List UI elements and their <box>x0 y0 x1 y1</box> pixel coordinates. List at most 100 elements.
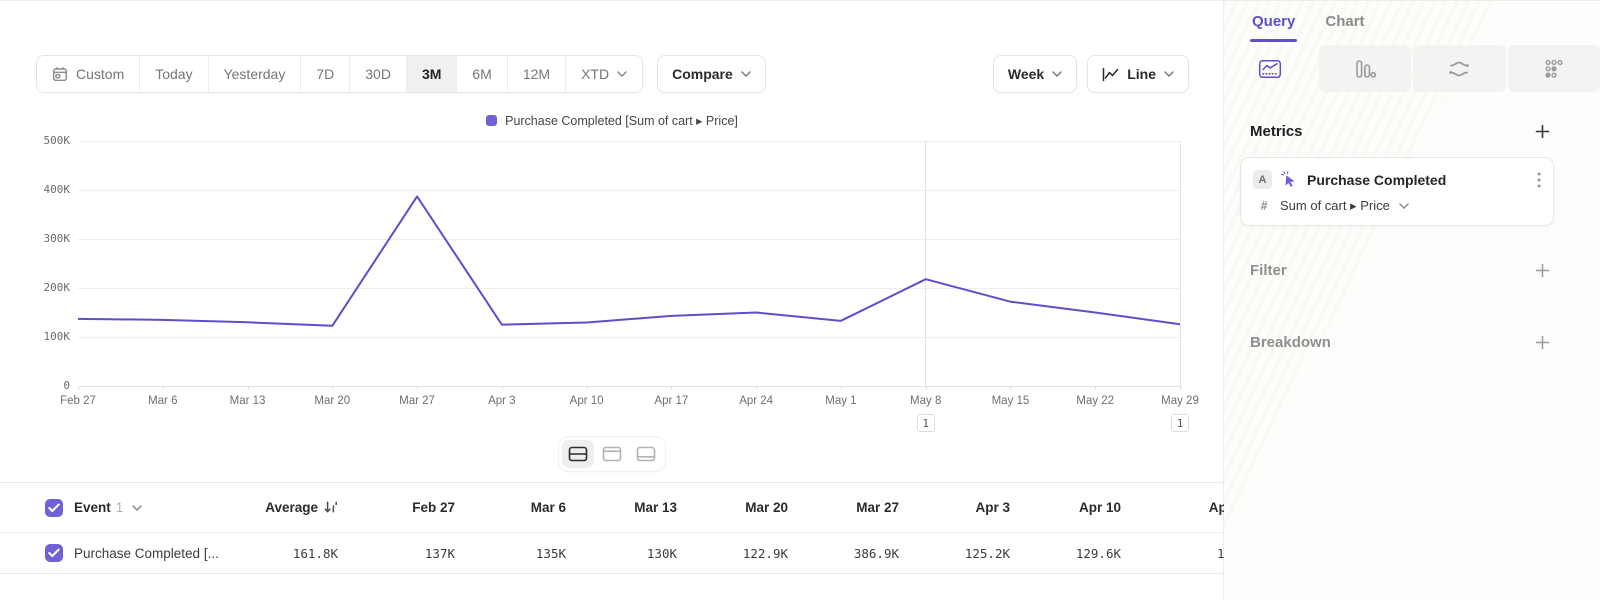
axis-tick <box>501 386 503 390</box>
gridline <box>78 287 1180 289</box>
line-chart[interactable]: 0 100K 200K 300K 400K 500K Feb 27 Mar 6 Mar 13 Ma… <box>28 134 1199 441</box>
toggle-split-view[interactable] <box>562 440 594 468</box>
table-cell: 130K <box>646 545 677 561</box>
range-today[interactable]: Today <box>140 56 209 92</box>
chart-type-line-button[interactable] <box>1224 45 1317 92</box>
toggle-chart-only[interactable] <box>596 440 628 468</box>
filter-title: Filter <box>1250 262 1287 279</box>
number-property-icon: # <box>1260 199 1268 213</box>
range-7d[interactable]: 7D <box>301 56 351 92</box>
gridline <box>78 336 1180 338</box>
table-cell: 386.9K <box>853 545 899 561</box>
select-all-checkbox[interactable] <box>45 498 63 517</box>
axis-tick <box>247 386 249 390</box>
x-axis-label: Feb 27 <box>60 395 96 407</box>
sort-icon[interactable] <box>324 501 338 514</box>
y-axis-label: 100K <box>43 330 71 343</box>
table-header-row: Event 1 Average Feb 27 Mar 6 Mar 13 Mar 20 M… <box>0 483 1224 533</box>
x-axis-label: May 1 <box>825 395 857 407</box>
query-panel: Query Chart Metrics <box>1224 1 1600 600</box>
row-name[interactable]: Purchase Completed [... <box>74 545 219 561</box>
chart-only-icon <box>602 446 622 462</box>
add-metric-button[interactable] <box>1533 122 1552 141</box>
event-cursor-icon <box>1281 171 1295 187</box>
kebab-menu-icon[interactable] <box>1537 172 1541 188</box>
axis-tick <box>756 386 758 390</box>
granularity-button[interactable]: Week <box>992 55 1078 93</box>
table-cell: 125.2K <box>964 545 1010 561</box>
gridline <box>78 140 1180 142</box>
range-6m[interactable]: 6M <box>457 56 508 92</box>
tab-query[interactable]: Query <box>1250 11 1298 42</box>
series-line <box>77 195 1181 327</box>
column-header[interactable]: Feb 27 <box>412 500 455 515</box>
annotation-badge[interactable]: 1 <box>1171 414 1189 432</box>
axis-tick <box>586 386 588 390</box>
column-header[interactable]: Apr 3 <box>975 500 1010 515</box>
toolbar: Custom Today Yesterday 7D 30D 3M 6M 12M … <box>36 55 1189 93</box>
x-axis-label: Apr 10 <box>569 395 604 407</box>
table-cell: 122.9K <box>742 545 788 561</box>
tab-chart[interactable]: Chart <box>1323 11 1366 42</box>
axis-tick <box>332 386 334 390</box>
table-cell: 14 <box>1216 545 1224 561</box>
add-filter-button[interactable] <box>1533 261 1552 280</box>
column-header[interactable]: Mar 13 <box>634 500 677 515</box>
range-yesterday[interactable]: Yesterday <box>208 56 302 92</box>
column-header[interactable]: Apr <box>1208 500 1224 515</box>
chart-type-button[interactable]: Line <box>1087 55 1189 93</box>
axis-tick <box>1095 386 1097 390</box>
average-header-label[interactable]: Average <box>265 500 318 515</box>
table-only-icon <box>636 446 656 462</box>
tab-chart-label: Chart <box>1325 13 1365 30</box>
column-header[interactable]: Mar 27 <box>856 500 899 515</box>
range-12m[interactable]: 12M <box>507 56 567 92</box>
compare-button[interactable]: Compare <box>657 55 766 93</box>
column-header[interactable]: Apr 10 <box>1078 500 1121 515</box>
line-chart-frame-icon <box>1259 59 1282 78</box>
chart-type-dots-button[interactable] <box>1507 45 1600 92</box>
chevron-down-icon <box>1164 71 1174 77</box>
average-value: 161.8K <box>292 545 338 561</box>
x-axis-label: Mar 20 <box>314 395 351 407</box>
check-icon <box>48 503 60 512</box>
table-row: Purchase Completed [... 161.8K 137K 135K 1… <box>0 533 1224 574</box>
main-area: Custom Today Yesterday 7D 30D 3M 6M 12M … <box>0 1 1224 600</box>
metrics-section-header: Metrics <box>1250 122 1552 141</box>
calendar-icon <box>53 67 68 82</box>
custom-date-label: Custom <box>76 66 125 82</box>
chart-type-label: Line <box>1127 66 1156 82</box>
gridline <box>78 189 1180 191</box>
metric-name[interactable]: Purchase Completed <box>1307 171 1447 188</box>
axis-tick <box>1010 386 1012 390</box>
line-chart-icon <box>1102 67 1119 81</box>
range-xtd[interactable]: XTD <box>566 56 643 92</box>
row-checkbox[interactable] <box>45 544 63 562</box>
annotation-badge[interactable]: 1 <box>916 414 935 432</box>
column-header[interactable]: Mar 20 <box>745 500 788 515</box>
custom-date-button[interactable]: Custom <box>37 56 141 92</box>
x-axis-label: May 22 <box>1076 395 1115 407</box>
annotation-line <box>925 141 927 386</box>
range-30d[interactable]: 30D <box>350 56 407 92</box>
table-cell: 135K <box>535 545 566 561</box>
chevron-down-icon[interactable] <box>132 504 143 511</box>
add-breakdown-button[interactable] <box>1533 333 1552 352</box>
metric-property[interactable]: Sum of cart ▸ Price <box>1280 198 1390 213</box>
axis-tick <box>671 386 673 390</box>
chart-type-bar-button[interactable] <box>1318 45 1411 92</box>
y-axis-label: 0 <box>63 379 70 392</box>
chart-type-flows-button[interactable] <box>1413 45 1506 92</box>
range-3m[interactable]: 3M <box>406 56 458 92</box>
metric-card[interactable]: A Purchase Completed # Sum of cart ▸ Pri… <box>1240 157 1554 226</box>
column-header[interactable]: Mar 6 <box>530 500 566 515</box>
tab-query-label: Query <box>1252 13 1296 30</box>
layout-toggle <box>559 437 665 471</box>
x-axis-label: Apr 17 <box>654 395 689 407</box>
toggle-table-only[interactable] <box>630 440 662 468</box>
axis-tick <box>1180 386 1181 390</box>
x-axis-label: May 29 <box>1161 395 1199 407</box>
axis-tick <box>417 386 419 390</box>
granularity-label: Week <box>1007 66 1045 82</box>
